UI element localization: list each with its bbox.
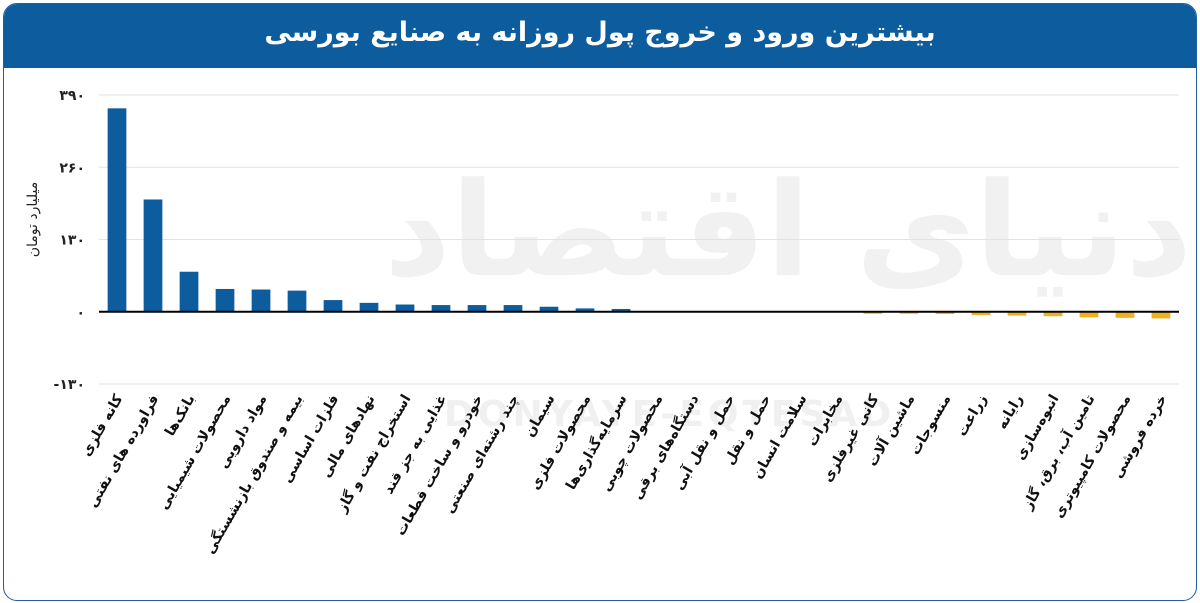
bar <box>251 289 271 312</box>
bar <box>179 271 199 312</box>
bar <box>1043 311 1063 317</box>
chart-title: بیشترین ورود و خروج پول روزانه به صنایع … <box>264 17 936 48</box>
header-bar: بیشترین ورود و خروج پول روزانه به صنایع … <box>4 4 1196 68</box>
bars <box>107 108 1171 319</box>
bar <box>539 306 559 312</box>
category-label: زراعت <box>954 392 991 439</box>
bar <box>215 288 235 312</box>
y-tick-label: ۱۳۰ <box>59 233 85 249</box>
category-label: بانک‌ها <box>162 392 198 439</box>
bar <box>107 108 127 312</box>
y-tick-label: ۲۶۰ <box>59 160 85 176</box>
bar <box>395 304 415 312</box>
bar <box>503 305 523 312</box>
bar <box>611 308 631 312</box>
chart-card: بیشترین ورود و خروج پول روزانه به صنایع … <box>3 3 1197 601</box>
bar-chart: -۱۳۰ ۰ ۱۳۰ ۲۶۰ ۳۹۰ میلیارد تومان کانه فلزیفرا… <box>25 88 1179 557</box>
y-tick-label: ۳۹۰ <box>59 88 85 104</box>
grid-lines <box>99 94 1179 385</box>
bar <box>431 305 451 312</box>
bar <box>287 290 307 312</box>
watermark-latin-text: DONYAYE-EQTESAD <box>444 394 896 435</box>
bar <box>1007 311 1027 316</box>
y-axis-label: میلیارد تومان <box>25 182 41 257</box>
category-label: رایانه <box>994 392 1026 432</box>
category-label: دستگاه‌های برقی <box>629 392 703 503</box>
bar <box>935 311 955 314</box>
y-tick-label: -۱۳۰ <box>54 377 85 393</box>
bar <box>143 199 163 312</box>
y-tick-label: ۰ <box>76 305 85 321</box>
axes: -۱۳۰ ۰ ۱۳۰ ۲۶۰ ۳۹۰ میلیارد تومان <box>25 88 1179 393</box>
bar <box>467 305 487 312</box>
bar <box>1151 311 1171 319</box>
bar <box>971 311 991 316</box>
bar <box>323 300 343 312</box>
category-label: سیمان <box>522 392 559 440</box>
bar <box>1115 311 1135 318</box>
bar <box>359 302 379 312</box>
bar <box>1079 311 1099 318</box>
bar <box>575 308 595 312</box>
watermark-text: دنیای اقتصاد <box>384 154 1193 306</box>
